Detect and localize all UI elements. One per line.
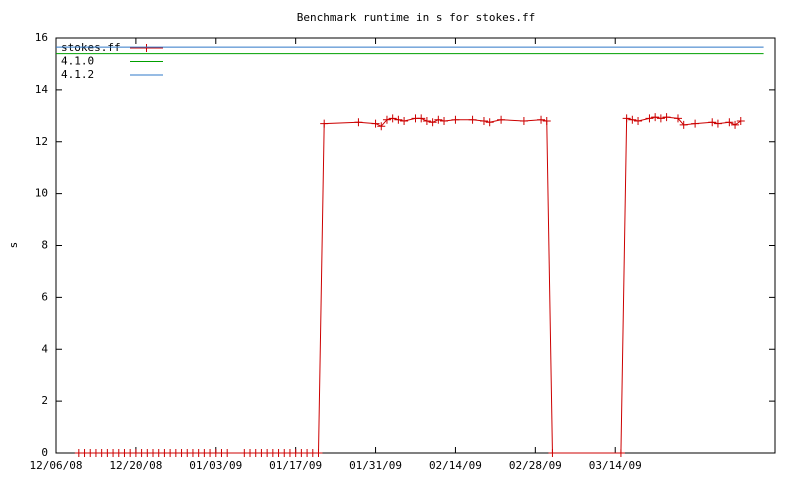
point-marker (388, 114, 397, 123)
x-tick-label: 12/20/08 (109, 459, 162, 472)
x-tick-label: 02/28/09 (509, 459, 562, 472)
y-tick-label: 10 (35, 187, 48, 200)
point-marker (451, 115, 460, 124)
point-marker (645, 114, 654, 123)
plot-border (55, 37, 776, 454)
y-tick-label: 8 (41, 239, 48, 252)
point-marker (713, 119, 722, 128)
point-marker (651, 113, 660, 122)
point-marker (314, 449, 323, 457)
point-marker (320, 119, 329, 128)
chart-title: Benchmark runtime in s for stokes.ff (297, 11, 535, 24)
y-tick-label: 12 (35, 135, 48, 148)
point-marker (394, 115, 403, 124)
point-marker (662, 113, 671, 122)
point-marker (708, 118, 717, 127)
point-marker (428, 118, 437, 127)
point-marker (519, 117, 528, 125)
point-marker (673, 114, 682, 123)
point-marker (731, 120, 740, 129)
point-marker (628, 115, 637, 124)
legend-marker (142, 44, 151, 52)
y-axis-label: s (7, 242, 20, 249)
point-marker (434, 115, 443, 124)
y-tick-label: 6 (41, 290, 48, 303)
x-tick-label: 01/31/09 (349, 459, 402, 472)
point-marker (354, 118, 363, 127)
y-tick-label: 0 (41, 446, 48, 459)
x-tick-label: 01/03/09 (189, 459, 242, 472)
point-marker (400, 117, 409, 125)
point-marker (223, 449, 232, 457)
point-marker (479, 117, 488, 125)
point-marker (548, 449, 557, 457)
legend-label: 4.1.0 (61, 55, 94, 68)
point-marker (622, 114, 631, 123)
point-marker (725, 118, 734, 127)
y-tick-label: 4 (41, 342, 48, 355)
y-tick-label: 16 (35, 31, 48, 44)
x-tick-label: 01/17/09 (269, 459, 322, 472)
point-marker (371, 119, 380, 128)
y-tick-label: 14 (35, 83, 49, 96)
point-marker (382, 115, 391, 124)
point-marker (616, 449, 625, 457)
point-marker (634, 117, 643, 125)
point-marker (422, 117, 431, 125)
point-marker (691, 119, 700, 128)
point-marker (537, 115, 546, 124)
point-marker (497, 115, 506, 124)
x-tick-label: 12/06/08 (30, 459, 83, 472)
y-tick-label: 2 (41, 394, 48, 407)
point-marker (417, 114, 426, 123)
point-marker (468, 115, 477, 124)
x-tick-label: 03/14/09 (589, 459, 642, 472)
point-marker (736, 117, 745, 125)
x-tick-label: 02/14/09 (429, 459, 482, 472)
point-marker (377, 122, 386, 131)
legend-label: 4.1.2 (61, 68, 94, 81)
point-marker (656, 114, 665, 123)
point-marker (485, 118, 494, 127)
point-marker (440, 117, 449, 125)
point-marker (542, 117, 551, 125)
point-marker (679, 120, 688, 129)
